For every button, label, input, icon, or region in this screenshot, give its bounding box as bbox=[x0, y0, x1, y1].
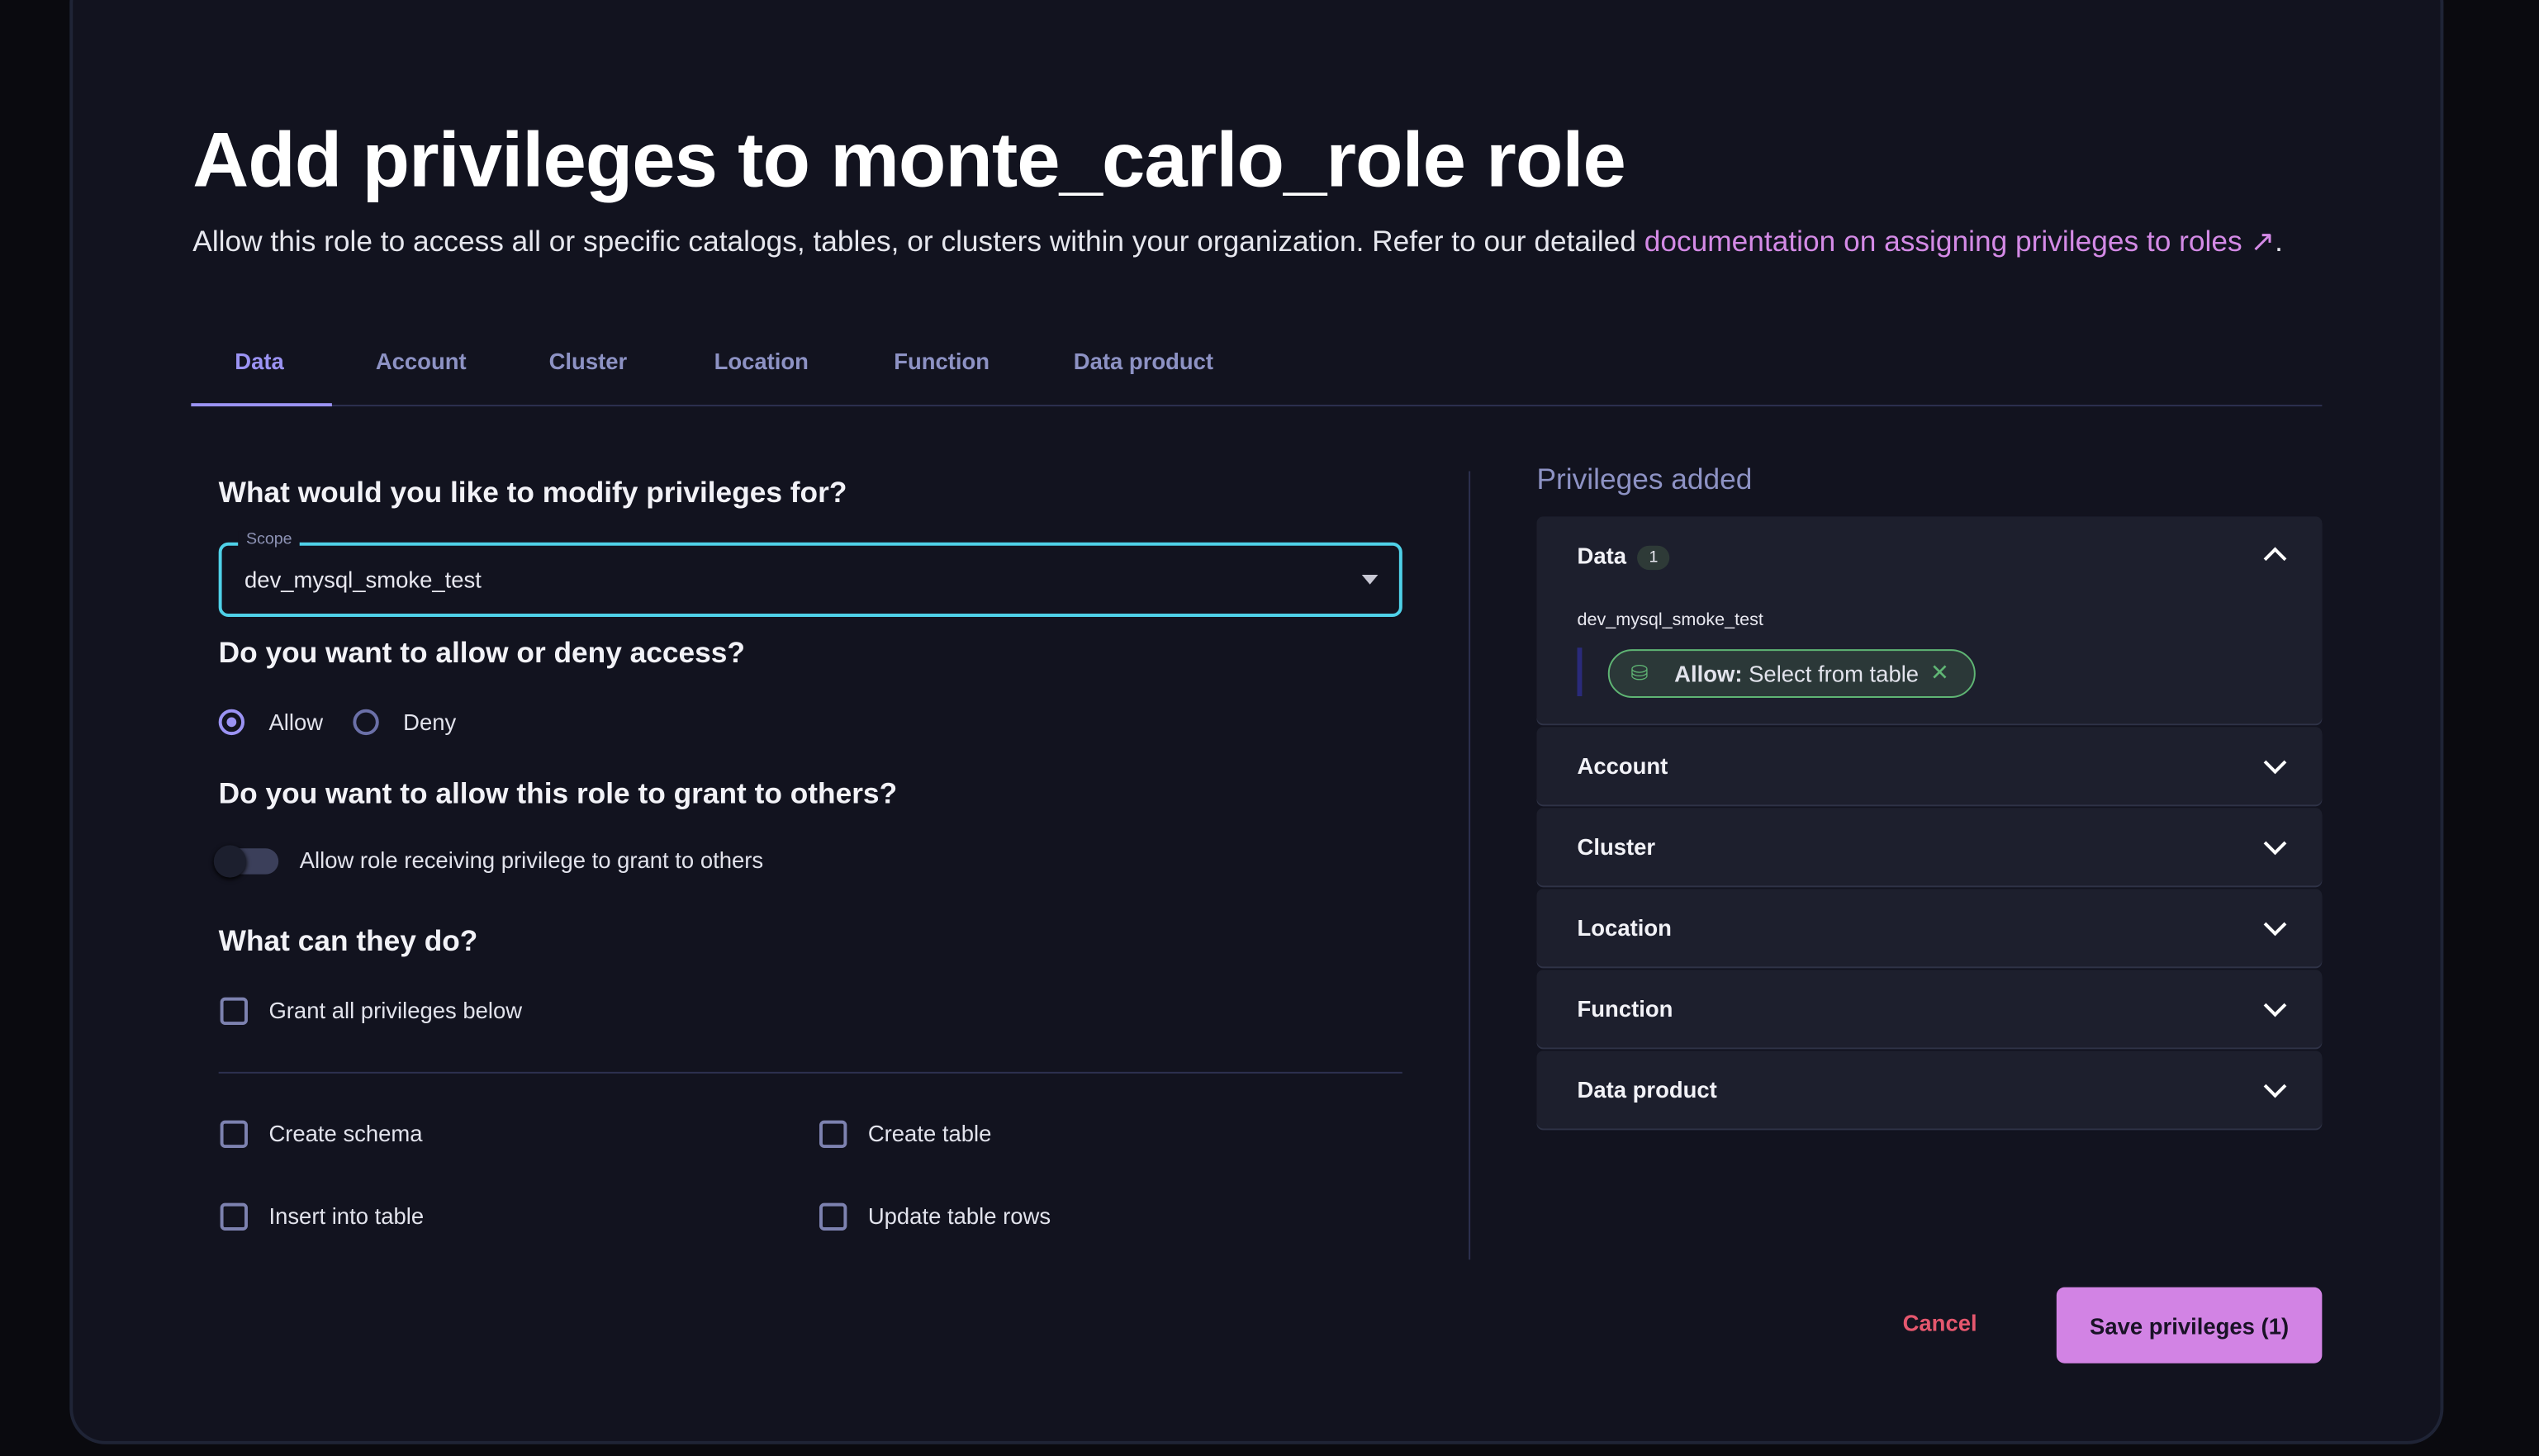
save-privileges-button[interactable]: Save privileges (1) bbox=[2056, 1287, 2323, 1364]
toggle-knob bbox=[213, 845, 246, 878]
vertical-divider bbox=[1469, 471, 1471, 1260]
create-table-label[interactable]: Create table bbox=[867, 1120, 992, 1147]
accordion-location[interactable]: Location bbox=[1536, 889, 2323, 967]
subtitle-text: Allow this role to access all or specifi… bbox=[192, 225, 1644, 258]
cancel-button[interactable]: Cancel bbox=[1902, 1310, 1977, 1336]
count-badge: 1 bbox=[1637, 545, 1670, 570]
grant-toggle[interactable] bbox=[213, 845, 279, 878]
accordion-account-label: Account bbox=[1577, 752, 1668, 780]
allow-radio[interactable] bbox=[218, 709, 245, 736]
actions-question: What can they do? bbox=[218, 924, 478, 957]
update-table-rows-label[interactable]: Update table rows bbox=[867, 1202, 1051, 1230]
scope-label: Scope bbox=[238, 531, 301, 549]
accordion-account[interactable]: Account bbox=[1536, 727, 2323, 805]
documentation-link[interactable]: documentation on assigning privileges to… bbox=[1644, 225, 2276, 258]
divider bbox=[218, 1071, 1402, 1074]
accordion-location-label: Location bbox=[1577, 914, 1672, 941]
deny-radio[interactable] bbox=[353, 709, 379, 736]
indent-bar bbox=[1577, 647, 1583, 697]
accordion-data-product-label: Data product bbox=[1577, 1076, 1717, 1103]
grant-toggle-label: Allow role receiving privilege to grant … bbox=[299, 847, 764, 873]
data-scope-name: dev_mysql_smoke_test bbox=[1577, 610, 1763, 630]
tab-account[interactable]: Account bbox=[375, 348, 467, 374]
privilege-chip: ⛁ Allow: Select from table ✕ bbox=[1607, 649, 1976, 698]
scope-select[interactable]: Scope dev_mysql_smoke_test bbox=[218, 531, 1402, 617]
allow-label[interactable]: Allow bbox=[268, 709, 324, 736]
chevron-down-icon[interactable] bbox=[2263, 832, 2287, 856]
accordion-data-product[interactable]: Data product bbox=[1536, 1051, 2323, 1129]
insert-into-table-checkbox[interactable] bbox=[220, 1202, 248, 1231]
chevron-down-icon[interactable] bbox=[2263, 751, 2287, 775]
grant-all-label[interactable]: Grant all privileges below bbox=[268, 997, 523, 1024]
chevron-down-icon[interactable] bbox=[2263, 1074, 2287, 1098]
tab-location[interactable]: Location bbox=[714, 348, 809, 374]
remove-chip-close-icon[interactable]: ✕ bbox=[1929, 658, 1949, 685]
accordion-function-label: Function bbox=[1577, 995, 1673, 1022]
update-table-rows-checkbox[interactable] bbox=[819, 1202, 847, 1231]
external-link-icon: ↗ bbox=[2250, 225, 2276, 258]
active-tab-indicator bbox=[191, 403, 332, 407]
tab-data[interactable]: Data bbox=[235, 348, 284, 374]
chip-text: Select from table bbox=[1749, 660, 1920, 687]
dropdown-caret-icon bbox=[1361, 574, 1379, 585]
deny-label[interactable]: Deny bbox=[403, 709, 457, 736]
create-schema-checkbox[interactable] bbox=[220, 1120, 248, 1148]
subtitle-end: . bbox=[2275, 225, 2283, 258]
tab-data-product[interactable]: Data product bbox=[1073, 348, 1214, 374]
tab-cluster[interactable]: Cluster bbox=[548, 348, 628, 374]
grant-question: Do you want to allow this role to grant … bbox=[218, 777, 898, 810]
chevron-down-icon[interactable] bbox=[2263, 994, 2287, 1017]
scope-question: What would you like to modify privileges… bbox=[218, 476, 847, 509]
accordion-cluster-label: Cluster bbox=[1577, 833, 1656, 861]
privileges-added-title: Privileges added bbox=[1536, 462, 1753, 496]
accordion-data-header[interactable]: Data 1 bbox=[1578, 543, 1670, 570]
chevron-down-icon[interactable] bbox=[2263, 913, 2287, 937]
database-icon: ⛁ bbox=[1630, 660, 1649, 685]
chip-prefix: Allow: bbox=[1674, 660, 1743, 687]
create-schema-label[interactable]: Create schema bbox=[268, 1120, 423, 1147]
access-question: Do you want to allow or deny access? bbox=[218, 636, 745, 669]
chevron-up-icon[interactable] bbox=[2263, 547, 2287, 571]
tab-function[interactable]: Function bbox=[894, 348, 990, 374]
accordion-cluster[interactable]: Cluster bbox=[1536, 808, 2323, 886]
page-title: Add privileges to monte_carlo_role role bbox=[192, 118, 1626, 205]
accordion-function[interactable]: Function bbox=[1536, 970, 2323, 1048]
scope-value: dev_mysql_smoke_test bbox=[244, 567, 482, 593]
create-table-checkbox[interactable] bbox=[819, 1120, 847, 1148]
tab-bar: Data Account Cluster Location Function D… bbox=[191, 332, 2323, 407]
subtitle: Allow this role to access all or specifi… bbox=[192, 225, 2283, 259]
grant-all-checkbox[interactable] bbox=[220, 997, 248, 1025]
insert-into-table-label[interactable]: Insert into table bbox=[268, 1202, 425, 1230]
